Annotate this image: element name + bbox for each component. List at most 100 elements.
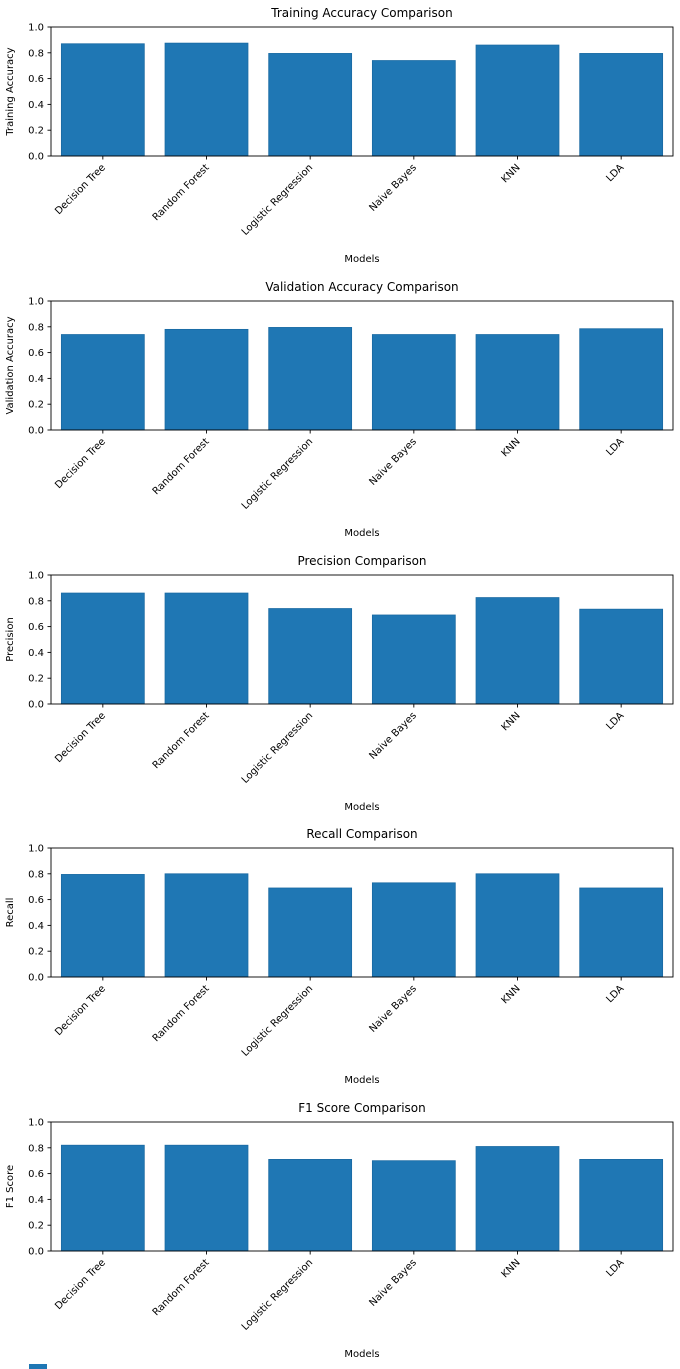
x-tick-label: Logistic Regression	[240, 1258, 316, 1334]
x-tick-label: Naive Bayes	[367, 436, 418, 487]
y-tick-label: 0.8	[28, 596, 44, 607]
plot-border	[50, 300, 674, 431]
y-tick-label: 0.8	[28, 48, 44, 59]
y-tick-label: 0.8	[28, 1143, 44, 1154]
x-tick-label: LDA	[604, 1257, 626, 1279]
x-tick-label: Logistic Regression	[240, 162, 316, 238]
x-tick-label: Logistic Regression	[240, 710, 316, 786]
x-tick-label: KNN	[500, 162, 523, 185]
bar	[268, 326, 353, 431]
x-tick-label: KNN	[500, 984, 523, 1007]
y-tick-label: 0.0	[28, 151, 44, 162]
x-axis-label: Models	[344, 1349, 379, 1360]
bar	[475, 333, 560, 431]
bar	[371, 882, 456, 978]
y-tick-label: 1.0	[28, 570, 44, 581]
y-tick-label: 1.0	[28, 296, 44, 307]
y-tick-label: 0.2	[28, 947, 44, 958]
chart-precision: Precision Comparison 0.0 0.2 0.4 0.6 0.8 1.0 Pr…	[0, 548, 680, 822]
x-tick-label: LDA	[604, 710, 626, 732]
chart-canvas: Validation Accuracy Comparison 0.0 0.2 0.4 0…	[5, 280, 674, 539]
x-tick-label: Decision Tree	[53, 984, 108, 1039]
y-axis-label: Precision	[5, 617, 16, 662]
chart-f1-score: F1 Score Comparison 0.0 0.2 0.4 0.6 0.8 1.0 F1 …	[0, 1095, 680, 1369]
chart-title: Recall Comparison	[306, 827, 417, 841]
x-tick-label: KNN	[500, 1258, 523, 1281]
y-tick-label: 0.8	[28, 322, 44, 333]
x-tick-label: KNN	[500, 436, 523, 459]
x-tick-label: Random Forest	[151, 984, 212, 1045]
bar	[164, 592, 249, 704]
y-tick-label: 0.0	[28, 973, 44, 984]
x-tick-label: LDA	[604, 162, 626, 184]
y-tick-label: 1.0	[28, 1118, 44, 1129]
x-tick-label: Random Forest	[151, 436, 212, 497]
y-tick-label: 0.4	[28, 1195, 44, 1206]
x-axis-label: Models	[344, 1075, 379, 1086]
bar	[371, 333, 456, 431]
x-tick-label: LDA	[604, 436, 626, 458]
bar	[475, 596, 560, 704]
x-axis-label: Models	[344, 802, 379, 813]
x-tick-label: Decision Tree	[53, 162, 108, 217]
x-tick-label: Logistic Regression	[240, 436, 316, 512]
x-tick-label: KNN	[500, 710, 523, 733]
y-tick-label: 0.4	[28, 921, 44, 932]
chart-title: Precision Comparison	[297, 554, 426, 568]
bar	[60, 43, 145, 157]
x-tick-label: Random Forest	[151, 162, 212, 223]
y-tick-label: 0.4	[28, 647, 44, 658]
y-tick-label: 0.4	[28, 374, 44, 385]
chart-canvas: F1 Score Comparison 0.0 0.2 0.4 0.6 0.8 1.0 F1 …	[5, 1101, 674, 1360]
bar	[579, 328, 664, 431]
x-tick-label: Naive Bayes	[367, 710, 418, 761]
x-axis-label: Models	[344, 528, 379, 539]
bar	[268, 887, 353, 978]
chart-title: Training Accuracy Comparison	[270, 6, 452, 20]
bar	[475, 44, 560, 157]
bar	[60, 1145, 145, 1252]
plot-border	[50, 1121, 674, 1252]
y-tick-label: 0.2	[28, 673, 44, 684]
y-tick-label: 0.4	[28, 100, 44, 111]
x-tick-label: Decision Tree	[53, 1258, 108, 1313]
y-tick-label: 0.6	[28, 348, 44, 359]
chart-canvas: Precision Comparison 0.0 0.2 0.4 0.6 0.8 1.0 Pr…	[5, 554, 674, 813]
bar	[579, 608, 664, 704]
bar	[475, 1146, 560, 1252]
plot-border	[50, 574, 674, 705]
bar	[60, 592, 145, 704]
bar	[164, 42, 249, 157]
x-tick-label: Naive Bayes	[367, 984, 418, 1035]
bar	[268, 1159, 353, 1252]
y-tick-label: 1.0	[28, 844, 44, 855]
y-tick-label: 0.6	[28, 74, 44, 85]
y-tick-label: 0.2	[28, 126, 44, 137]
bar	[371, 1160, 456, 1252]
bar	[475, 873, 560, 978]
chart-validation-accuracy: Validation Accuracy Comparison 0.0 0.2 0.4 0…	[0, 274, 680, 548]
bar	[60, 874, 145, 978]
x-tick-label: Decision Tree	[53, 710, 108, 765]
y-tick-label: 0.0	[28, 425, 44, 436]
y-axis-label: Recall	[5, 898, 16, 928]
y-tick-label: 0.0	[28, 1247, 44, 1258]
chart-title: F1 Score Comparison	[298, 1101, 425, 1115]
bar	[579, 887, 664, 978]
clipped-bar-fragment	[29, 1364, 47, 1369]
x-tick-label: Random Forest	[151, 710, 212, 771]
y-tick-label: 0.2	[28, 1221, 44, 1232]
chart-title: Validation Accuracy Comparison	[265, 280, 458, 294]
y-tick-label: 1.0	[28, 22, 44, 33]
plot-border	[50, 847, 674, 978]
y-tick-label: 0.6	[28, 895, 44, 906]
y-tick-label: 0.0	[28, 699, 44, 710]
bar	[60, 333, 145, 431]
y-axis-label: F1 Score	[5, 1165, 16, 1208]
x-tick-label: Naive Bayes	[367, 162, 418, 213]
y-tick-label: 0.6	[28, 622, 44, 633]
bar	[371, 60, 456, 157]
bar	[268, 53, 353, 157]
plot-border	[50, 26, 674, 157]
bar	[268, 607, 353, 704]
